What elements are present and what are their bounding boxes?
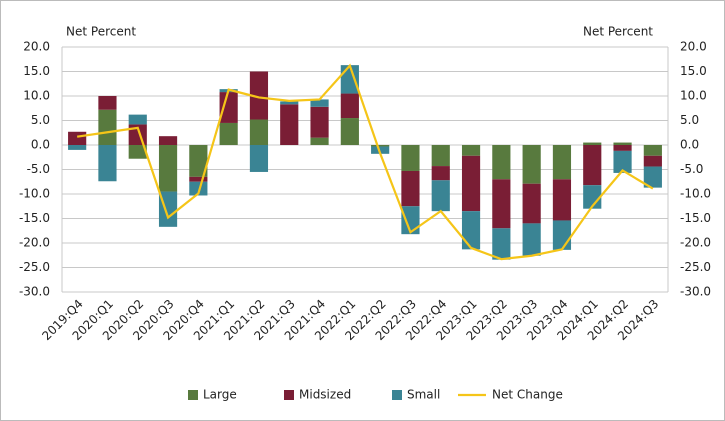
bar-segment	[522, 145, 541, 184]
bar-segment	[492, 145, 511, 180]
legend-label: Midsized	[299, 388, 351, 402]
bar-segment	[552, 220, 572, 250]
y-tick-label: -5.0	[27, 162, 50, 176]
bar-segment	[552, 145, 572, 180]
bar-segment	[98, 96, 117, 110]
bar-segment	[310, 137, 329, 145]
bar-segment	[643, 155, 662, 167]
bar-segment	[280, 101, 299, 105]
y-tick-label: 20.0	[23, 40, 50, 54]
bar-segment	[340, 93, 359, 119]
legend-swatch	[392, 390, 402, 400]
bar-segment	[552, 179, 572, 221]
bar-segment	[189, 176, 208, 182]
bar-segment	[522, 183, 541, 224]
bar-segment	[310, 99, 329, 107]
bar-segment	[219, 92, 238, 123]
bar-segment	[643, 145, 662, 156]
legend-label: Net Change	[492, 388, 563, 402]
y2-tick-label: 0.0	[680, 138, 699, 152]
y2-tick-label: 15.0	[680, 64, 707, 78]
legend-swatch	[188, 390, 198, 400]
bar-segment	[310, 106, 329, 138]
bar-segment	[280, 104, 299, 145]
bar-segment	[68, 131, 87, 145]
y-tick-label: 10.0	[23, 89, 50, 103]
y-tick-label: -30.0	[19, 285, 50, 299]
bar-segment	[461, 145, 481, 156]
bar-segment	[249, 71, 269, 120]
bar-segment	[613, 150, 632, 173]
bar-segment	[583, 185, 602, 209]
y-tick-label: -25.0	[19, 260, 50, 274]
bar-segment	[583, 145, 602, 186]
bar-segment	[249, 119, 269, 145]
bar-segment	[340, 118, 359, 145]
bar-segment	[68, 145, 87, 150]
y2-tick-label: -10.0	[680, 187, 711, 201]
bar-segment	[461, 155, 481, 212]
net-line	[76, 63, 654, 261]
bar-segment	[613, 145, 632, 151]
bar-segment	[128, 114, 147, 125]
y2-tick-label: -30.0	[680, 285, 711, 299]
bar-segment	[249, 145, 269, 172]
bar-segment	[189, 145, 208, 177]
y2-tick-label: -5.0	[680, 162, 703, 176]
legend-label: Small	[407, 388, 440, 402]
y-tick-label: 0.0	[31, 138, 50, 152]
bar-segment	[492, 179, 511, 229]
legend-label: Large	[203, 388, 237, 402]
bar-segment	[158, 136, 178, 145]
bar-segment	[461, 211, 481, 250]
y2-tick-label: 10.0	[680, 89, 707, 103]
y2-axis-label: Net Percent	[583, 25, 653, 39]
bar-segment	[583, 142, 602, 145]
legend-swatch	[284, 390, 294, 400]
y2-tick-label: -20.0	[680, 236, 711, 250]
bar-segment	[431, 145, 450, 167]
bar-segment	[492, 228, 511, 260]
bar-segment	[158, 145, 178, 192]
bar-segment	[189, 181, 208, 196]
bar-segment	[431, 166, 450, 181]
bar-segment	[401, 206, 420, 235]
bar-segment	[371, 145, 390, 147]
y2-tick-label: 5.0	[680, 113, 699, 127]
bar-segment	[431, 180, 450, 212]
bar-segment	[340, 65, 359, 94]
bar-segment	[128, 145, 147, 159]
bar-segment	[401, 170, 420, 207]
bar-segment	[98, 145, 117, 182]
y-tick-label: -20.0	[19, 236, 50, 250]
bar-segment	[219, 122, 238, 145]
y-tick-label: -10.0	[19, 187, 50, 201]
y2-tick-label: -15.0	[680, 211, 711, 225]
y-tick-label: 15.0	[23, 64, 50, 78]
bar-segment	[643, 166, 662, 188]
bar-segment	[98, 109, 117, 145]
y-axis-label: Net Percent	[66, 25, 136, 39]
y2-tick-label: -25.0	[680, 260, 711, 274]
y-tick-label: 5.0	[31, 113, 50, 127]
bar-segment	[401, 145, 420, 171]
y2-tick-label: 20.0	[680, 40, 707, 54]
bar-segment	[522, 223, 541, 256]
y-tick-label: -15.0	[19, 211, 50, 225]
bar-segment	[158, 191, 178, 227]
bar-segment	[613, 142, 632, 145]
